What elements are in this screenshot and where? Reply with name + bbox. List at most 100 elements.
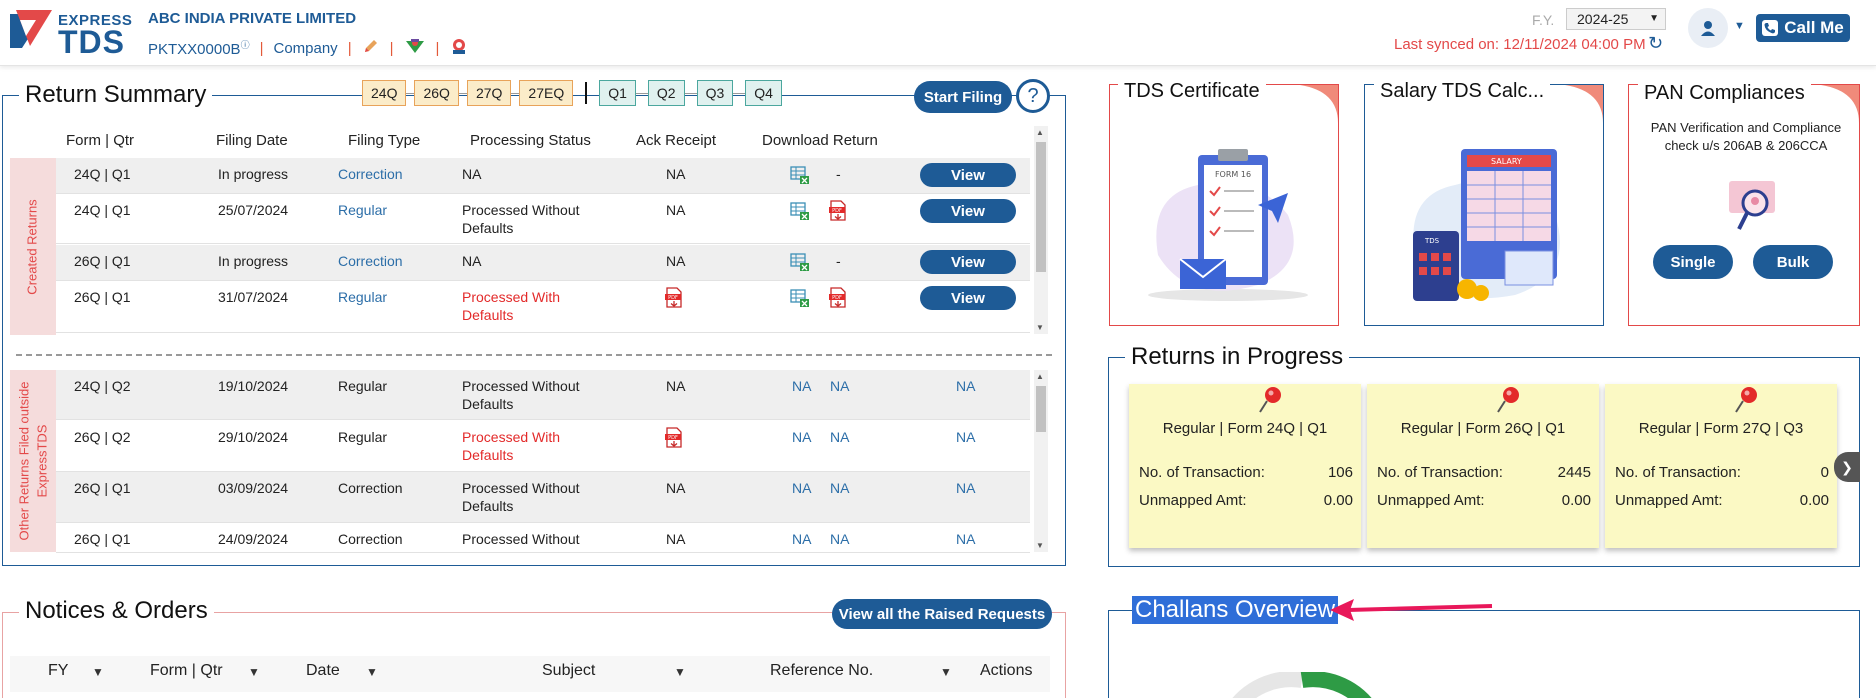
income-tax-logo-icon[interactable] bbox=[449, 36, 469, 60]
call-me-button[interactable]: Call Me bbox=[1756, 14, 1850, 42]
scroll-down-icon[interactable]: ▼ bbox=[1036, 323, 1044, 332]
cell-processing-status: Processed With bbox=[462, 289, 561, 305]
view-button[interactable]: View bbox=[920, 250, 1016, 274]
filter-icon[interactable]: ▼ bbox=[92, 665, 104, 679]
scroll-thumb[interactable] bbox=[1036, 386, 1046, 432]
other-returns-label: Other Returns Filed outside ExpressTDS bbox=[10, 370, 56, 552]
cell-processing-status-line2: Defaults bbox=[462, 498, 514, 514]
expresstds-logo[interactable]: EXPRESS TDS bbox=[6, 8, 132, 60]
chip-quarter-q4[interactable]: Q4 bbox=[745, 80, 782, 106]
cell-download-1[interactable]: NA bbox=[792, 378, 812, 394]
chip-form-26q[interactable]: 26Q bbox=[414, 80, 459, 106]
view-button[interactable]: View bbox=[920, 163, 1016, 187]
cell-download-1[interactable]: NA bbox=[792, 480, 812, 496]
progress-card-26q[interactable]: Regular | Form 26Q | Q1 No. of Transacti… bbox=[1367, 384, 1599, 548]
edit-icon[interactable] bbox=[362, 37, 380, 59]
col-ack-receipt: Ack Receipt bbox=[636, 132, 717, 149]
unmapped-value: 0.00 bbox=[1799, 492, 1829, 509]
cell-processing-status-line2: Defaults bbox=[462, 447, 514, 463]
fy-select[interactable]: 2024-25 ▼ bbox=[1566, 8, 1666, 30]
carousel-next-icon[interactable]: ❯ bbox=[1834, 452, 1860, 482]
cell-ack-receipt: NA bbox=[666, 166, 686, 182]
chip-quarter-q1[interactable]: Q1 bbox=[599, 80, 636, 106]
progress-card-27q[interactable]: Regular | Form 27Q | Q3 No. of Transacti… bbox=[1605, 384, 1837, 548]
chip-form-24q[interactable]: 24Q bbox=[362, 80, 407, 106]
table-row[interactable]: 24Q | Q1 In progress Correction NA NA - … bbox=[56, 158, 1030, 194]
cell-download-pdf: - bbox=[836, 166, 841, 182]
cell-download-2[interactable]: NA bbox=[830, 480, 850, 496]
table-row[interactable]: 26Q | Q2 29/10/2024 Regular Processed Wi… bbox=[56, 421, 1030, 472]
ack-pdf-icon[interactable]: PDF bbox=[664, 287, 684, 309]
scroll-up-icon[interactable]: ▲ bbox=[1036, 372, 1044, 381]
chip-quarter-q2[interactable]: Q2 bbox=[647, 80, 685, 106]
pdf-download-icon[interactable]: PDF bbox=[828, 200, 848, 222]
cell-download-2[interactable]: NA bbox=[830, 378, 850, 394]
view-raised-requests-button[interactable]: View all the Raised Requests bbox=[832, 599, 1052, 629]
excel-download-icon[interactable] bbox=[790, 252, 810, 272]
other-returns-scrollbar[interactable]: ▲ ▼ bbox=[1034, 370, 1048, 552]
table-row[interactable]: 26Q | Q1 31/07/2024 Regular Processed Wi… bbox=[56, 281, 1030, 333]
cell-download-1[interactable]: NA bbox=[792, 531, 812, 547]
chip-form-27eq[interactable]: 27EQ bbox=[519, 80, 574, 106]
company-meta-row: PKTXX0000Bⓘ | Company | | | bbox=[148, 36, 469, 60]
pan-number[interactable]: PKTXX0000Bⓘ bbox=[148, 38, 250, 58]
pdf-download-icon[interactable]: PDF bbox=[828, 287, 848, 309]
salary-text: SALARY bbox=[1491, 157, 1522, 166]
salary-tds-calc-card[interactable]: SALARY TDS bbox=[1364, 84, 1604, 326]
pan-single-button[interactable]: Single bbox=[1653, 245, 1733, 279]
cell-filing-date: In progress bbox=[218, 253, 289, 269]
user-avatar[interactable] bbox=[1688, 8, 1728, 48]
filter-icon[interactable]: ▼ bbox=[366, 665, 378, 679]
table-row[interactable]: 26Q | Q1 In progress Correction NA NA - … bbox=[56, 245, 1030, 281]
created-returns-scrollbar[interactable]: ▲ ▼ bbox=[1034, 126, 1048, 334]
top-header: EXPRESS TDS ABC INDIA PRIVATE LIMITED PK… bbox=[0, 0, 1876, 66]
pan-description-line1: PAN Verification and Compliance bbox=[1650, 120, 1842, 135]
view-button[interactable]: View bbox=[920, 199, 1016, 223]
table-row[interactable]: 24Q | Q2 19/10/2024 Regular Processed Wi… bbox=[56, 370, 1030, 420]
cell-processing-status: NA bbox=[462, 253, 482, 269]
col-download-return: Download Return bbox=[762, 132, 878, 149]
view-button[interactable]: View bbox=[920, 286, 1016, 310]
cell-download-2[interactable]: NA bbox=[830, 429, 850, 445]
start-filing-button[interactable]: Start Filing bbox=[914, 81, 1012, 113]
scroll-thumb[interactable] bbox=[1036, 142, 1046, 272]
info-icon[interactable]: ⓘ bbox=[240, 40, 250, 50]
excel-download-icon[interactable] bbox=[790, 288, 810, 308]
chip-form-27q[interactable]: 27Q bbox=[466, 80, 512, 106]
excel-download-icon[interactable] bbox=[790, 201, 810, 221]
created-returns-label-text: Created Returns bbox=[25, 198, 41, 295]
ack-pdf-icon[interactable]: PDF bbox=[664, 427, 684, 449]
unmapped-value: 0.00 bbox=[1561, 492, 1591, 509]
govt-emblem-icon[interactable] bbox=[404, 37, 426, 59]
chip-quarter-q3[interactable]: Q3 bbox=[696, 80, 734, 106]
chip-group-divider bbox=[585, 82, 588, 104]
scroll-down-icon[interactable]: ▼ bbox=[1036, 541, 1044, 550]
cell-download-3[interactable]: NA bbox=[956, 531, 976, 547]
help-icon[interactable]: ? bbox=[1016, 79, 1050, 113]
table-row[interactable]: 26Q | Q1 03/09/2024 Correction Processed… bbox=[56, 472, 1030, 523]
filter-icon[interactable]: ▼ bbox=[674, 665, 686, 679]
cell-ack-receipt: NA bbox=[666, 480, 686, 496]
other-returns-label-text: Other Returns Filed outside ExpressTDS bbox=[15, 382, 51, 541]
cell-download-3[interactable]: NA bbox=[956, 378, 976, 394]
col-form-qtr: Form | Qtr bbox=[66, 132, 135, 149]
pan-bulk-button[interactable]: Bulk bbox=[1753, 245, 1833, 279]
progress-card-24q[interactable]: Regular | Form 24Q | Q1 No. of Transacti… bbox=[1129, 384, 1361, 548]
table-row[interactable]: 26Q | Q1 24/09/2024 Correction Processed… bbox=[56, 523, 1030, 553]
cell-download-2[interactable]: NA bbox=[830, 531, 850, 547]
tds-certificate-card[interactable]: FORM 16 bbox=[1109, 84, 1339, 326]
cell-form-qtr: 24Q | Q2 bbox=[74, 378, 131, 394]
refresh-icon[interactable]: ↻ bbox=[1648, 33, 1664, 53]
last-synced-text: Last synced on: 12/11/2024 04:00 PM bbox=[1394, 36, 1646, 53]
filter-icon[interactable]: ▼ bbox=[248, 665, 260, 679]
cell-download-3[interactable]: NA bbox=[956, 429, 976, 445]
cell-ack-receipt: NA bbox=[666, 202, 686, 218]
scroll-up-icon[interactable]: ▲ bbox=[1036, 128, 1044, 137]
logo-mark-icon bbox=[10, 10, 52, 48]
cell-download-3[interactable]: NA bbox=[956, 480, 976, 496]
table-row[interactable]: 24Q | Q1 25/07/2024 Regular Processed Wi… bbox=[56, 194, 1030, 244]
cell-download-1[interactable]: NA bbox=[792, 429, 812, 445]
excel-download-icon[interactable] bbox=[790, 165, 810, 185]
chevron-down-icon[interactable]: ▼ bbox=[1734, 20, 1745, 32]
filter-icon[interactable]: ▼ bbox=[940, 665, 952, 679]
